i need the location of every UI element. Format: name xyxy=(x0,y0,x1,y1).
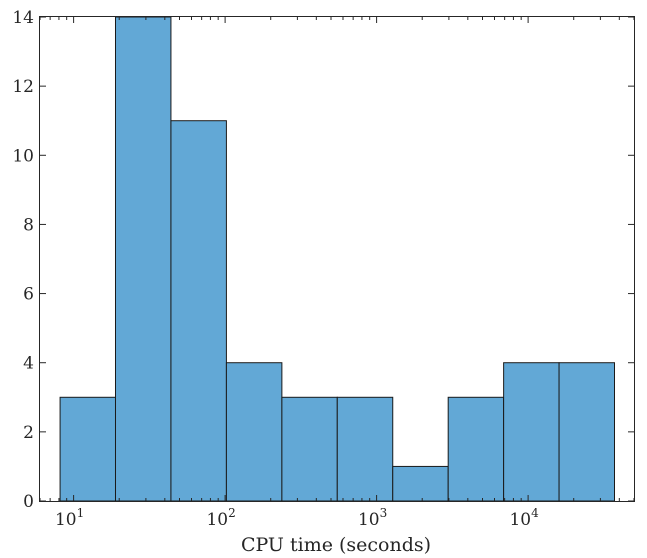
histogram-bar xyxy=(503,362,560,502)
y-tick-label: 14 xyxy=(12,8,34,28)
x-tick-label: 101 xyxy=(55,506,84,530)
y-axis: 0 2 4 6 8 10 12 14 xyxy=(12,8,634,512)
histogram-bar xyxy=(170,120,227,502)
bars-group xyxy=(59,16,616,502)
y-tick-label: 12 xyxy=(12,77,34,97)
axes-frame xyxy=(39,16,635,502)
y-tick-label: 8 xyxy=(23,215,34,235)
histogram-bar xyxy=(59,396,116,502)
x-tick-label: 104 xyxy=(509,506,539,530)
histogram-bar xyxy=(114,16,172,502)
y-tick-label: 2 xyxy=(23,423,34,443)
y-tick-label: 10 xyxy=(12,146,34,166)
y-tick-label: 4 xyxy=(23,354,34,374)
x-tick-label: 103 xyxy=(358,506,387,530)
x-tick-label: 102 xyxy=(206,506,235,530)
x-axis-label: CPU time (seconds) xyxy=(241,534,431,556)
histogram-bar xyxy=(558,362,616,502)
histogram-bar xyxy=(336,396,394,502)
histogram-bar xyxy=(392,465,449,502)
histogram-bar xyxy=(281,396,338,502)
y-tick-label: 6 xyxy=(23,285,34,305)
y-tick-label: 0 xyxy=(23,492,34,512)
histogram-bar xyxy=(225,362,283,502)
x-axis: 101 102 103 104 xyxy=(39,17,635,530)
histogram-bar xyxy=(447,396,505,502)
